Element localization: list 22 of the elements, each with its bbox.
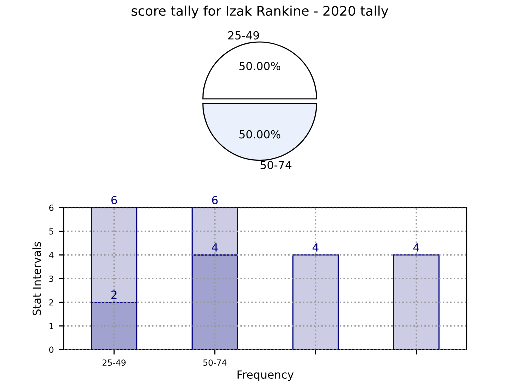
data-label: 50.00%: [240, 130, 281, 139]
total-label: 4: [312, 244, 319, 252]
y-axis-title: Stat Intervals: [32, 242, 42, 316]
y-tick-label: 2: [50, 299, 54, 306]
y-tick-label: 1: [50, 323, 54, 330]
total-label: 6: [112, 196, 118, 205]
y-tick-label: 4: [49, 252, 54, 258]
y-tick-label: 3: [50, 276, 54, 282]
slice-label: 50-74: [260, 161, 292, 170]
data-label: 4: [212, 244, 218, 252]
bar: [292, 254, 340, 350]
bar: [393, 254, 440, 350]
total-label: 6: [212, 196, 218, 205]
chart-title: score tally for Izak Rankine - 2020 tally: [132, 6, 388, 19]
y-tick-label: 6: [50, 204, 54, 212]
slice-label: 25-49: [228, 31, 260, 40]
y-tick-label: 5: [50, 228, 54, 235]
data-label: 50.00%: [240, 62, 281, 70]
x-axis-title: Frequency: [238, 370, 294, 382]
total-label: 4: [414, 244, 420, 252]
data-label: 2: [112, 290, 117, 300]
y-tick-label: 0: [49, 346, 54, 354]
